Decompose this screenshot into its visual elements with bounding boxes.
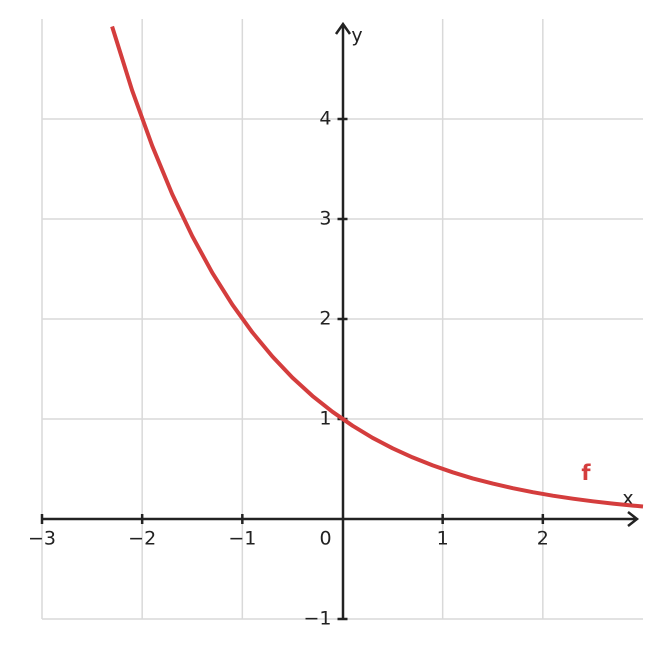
y-tick-label: 4 (319, 108, 331, 130)
x-tick-label: 2 (537, 528, 549, 550)
x-tick-label: −2 (128, 528, 156, 550)
y-axis-label: y (351, 25, 362, 47)
line-label: f (581, 461, 591, 485)
x-tick-label: −1 (228, 528, 256, 550)
y-tick-label: 2 (319, 308, 331, 330)
x-axis (42, 511, 640, 527)
y-tick-label: −1 (303, 608, 331, 630)
y-tick-label: 1 (319, 408, 331, 430)
x-tick-label: −3 (28, 528, 56, 550)
ticks: −3 −2 −1 0 1 2 −1 1 2 3 4 (28, 108, 549, 630)
y-axis (334, 21, 352, 619)
function-curve (110, 25, 644, 509)
x-tick-label: 1 (437, 528, 449, 550)
x-tick-label: 0 (319, 528, 331, 550)
y-tick-label: 3 (319, 208, 331, 230)
x-axis-label: x (622, 488, 633, 510)
